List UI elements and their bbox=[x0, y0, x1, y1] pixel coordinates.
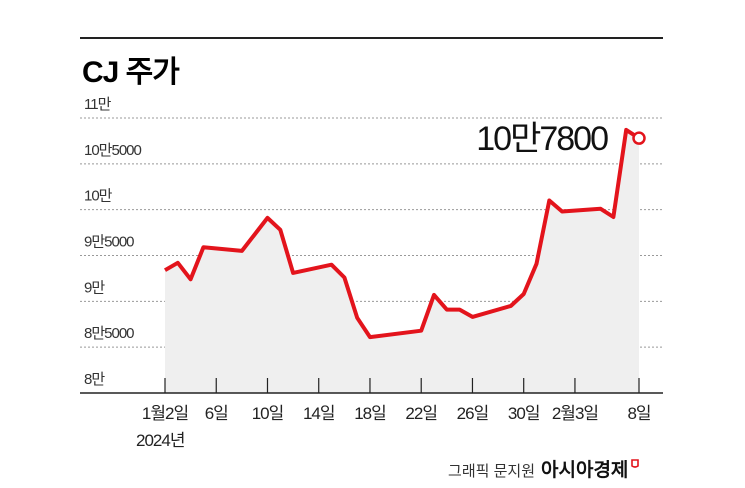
brand-logo: 아시아경제 bbox=[541, 459, 628, 481]
price-line bbox=[163, 127, 641, 340]
x-tick-label: 6일 bbox=[205, 404, 228, 423]
x-tick-label: 1월2일 bbox=[142, 404, 188, 423]
x-tick-label: 8일 bbox=[627, 404, 650, 423]
area-fill bbox=[165, 129, 639, 393]
year-label: 2024년 bbox=[136, 431, 184, 450]
x-tick-label: 30일 bbox=[508, 404, 540, 423]
y-tick-label: 10만 bbox=[84, 188, 113, 205]
y-tick-label: 8만5000 bbox=[84, 325, 134, 342]
x-tick-label: 22일 bbox=[405, 404, 437, 423]
x-tick-label: 14일 bbox=[303, 404, 335, 423]
x-tick-label: 10일 bbox=[252, 404, 284, 423]
y-tick-label: 10만5000 bbox=[84, 142, 142, 159]
brand-mark-icon bbox=[631, 459, 639, 468]
y-tick-label: 8만 bbox=[84, 371, 105, 388]
last-price-marker bbox=[632, 131, 646, 145]
x-tick-label: 26일 bbox=[457, 404, 489, 423]
x-tick-label: 2월3일 bbox=[552, 404, 598, 423]
credit-text: 그래픽 문지원 bbox=[448, 463, 535, 480]
y-tick-label: 11만 bbox=[84, 96, 112, 113]
last-price-label: 10만7800 bbox=[476, 120, 608, 158]
y-tick-label: 9만5000 bbox=[84, 234, 134, 251]
chart-title: CJ 주가 bbox=[82, 56, 180, 89]
y-tick-label: 9만 bbox=[84, 279, 105, 296]
x-tick-label: 18일 bbox=[354, 404, 386, 423]
